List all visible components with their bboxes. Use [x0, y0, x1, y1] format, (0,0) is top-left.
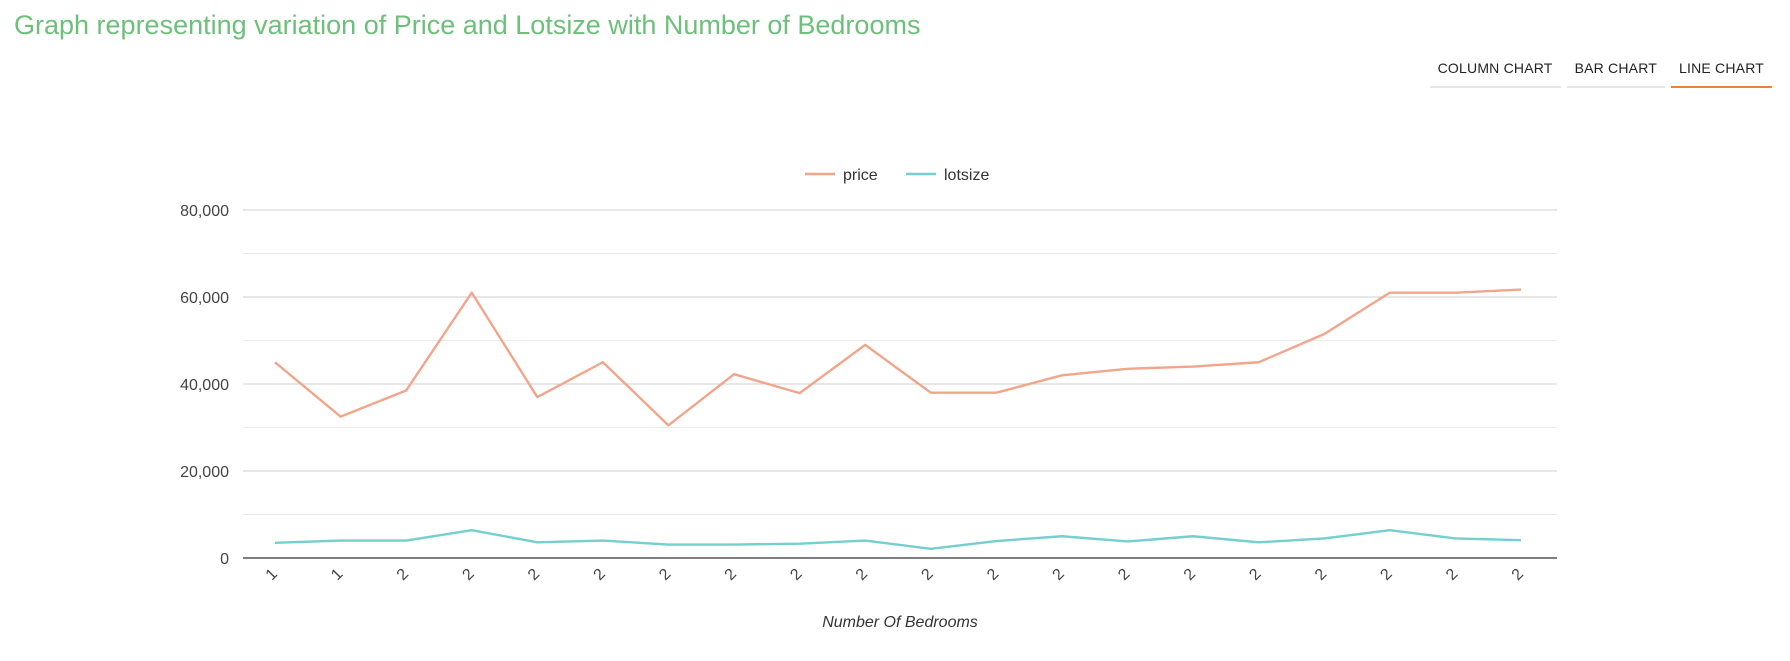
- x-tick-label: 2: [918, 566, 936, 584]
- y-tick-label: 60,000: [180, 290, 229, 307]
- y-tick-label: 20,000: [180, 464, 229, 481]
- x-tick-label: 1: [263, 566, 281, 584]
- chart-type-tabs: COLUMN CHART BAR CHART LINE CHART: [1429, 54, 1772, 88]
- x-tick-label: 2: [853, 566, 871, 584]
- x-tick-label: 2: [1312, 566, 1330, 584]
- x-tick-label: 2: [1050, 566, 1068, 584]
- x-tick-label: 2: [459, 566, 477, 584]
- page-title: Graph representing variation of Price an…: [14, 10, 921, 40]
- y-tick-label: 0: [220, 551, 229, 568]
- x-tick-label: 2: [1443, 566, 1461, 584]
- x-tick-label: 2: [591, 566, 609, 584]
- x-tick-label: 2: [984, 566, 1002, 584]
- tab-column-chart[interactable]: COLUMN CHART: [1429, 54, 1561, 88]
- x-tick-label: 2: [787, 566, 805, 584]
- tab-bar-chart[interactable]: BAR CHART: [1566, 54, 1666, 88]
- series-lines: [274, 288, 1522, 551]
- x-tick-label: 2: [1181, 566, 1199, 584]
- x-tick-label: 2: [1246, 566, 1264, 584]
- x-tick-label: 2: [1378, 566, 1396, 584]
- legend: price lotsize: [805, 167, 989, 184]
- y-tick-label: 40,000: [180, 377, 229, 394]
- x-tick-label: 2: [722, 566, 740, 584]
- series-line-lotsize: [274, 528, 1522, 551]
- grid-lines: [243, 209, 1557, 559]
- x-axis-ticks: 1 1 2 2 2 2 2 2 2 2 2 2 2 2 2 2 2 2 2 2: [263, 566, 1527, 584]
- y-axis-ticks: 0 20,000 40,000 60,000 80,000: [180, 203, 229, 568]
- x-tick-label: 2: [656, 566, 674, 584]
- tab-line-chart[interactable]: LINE CHART: [1671, 54, 1772, 88]
- legend-label-lotsize: lotsize: [944, 167, 989, 184]
- x-tick-label: 2: [1115, 566, 1133, 584]
- x-tick-label: 2: [394, 566, 412, 584]
- x-tick-label: 2: [525, 566, 543, 584]
- x-axis-label: Number Of Bedrooms: [822, 614, 978, 631]
- series-line-price: [274, 288, 1522, 427]
- legend-label-price: price: [843, 167, 878, 184]
- y-tick-label: 80,000: [180, 203, 229, 220]
- x-tick-label: 1: [328, 566, 346, 584]
- x-tick-label: 2: [1509, 566, 1527, 584]
